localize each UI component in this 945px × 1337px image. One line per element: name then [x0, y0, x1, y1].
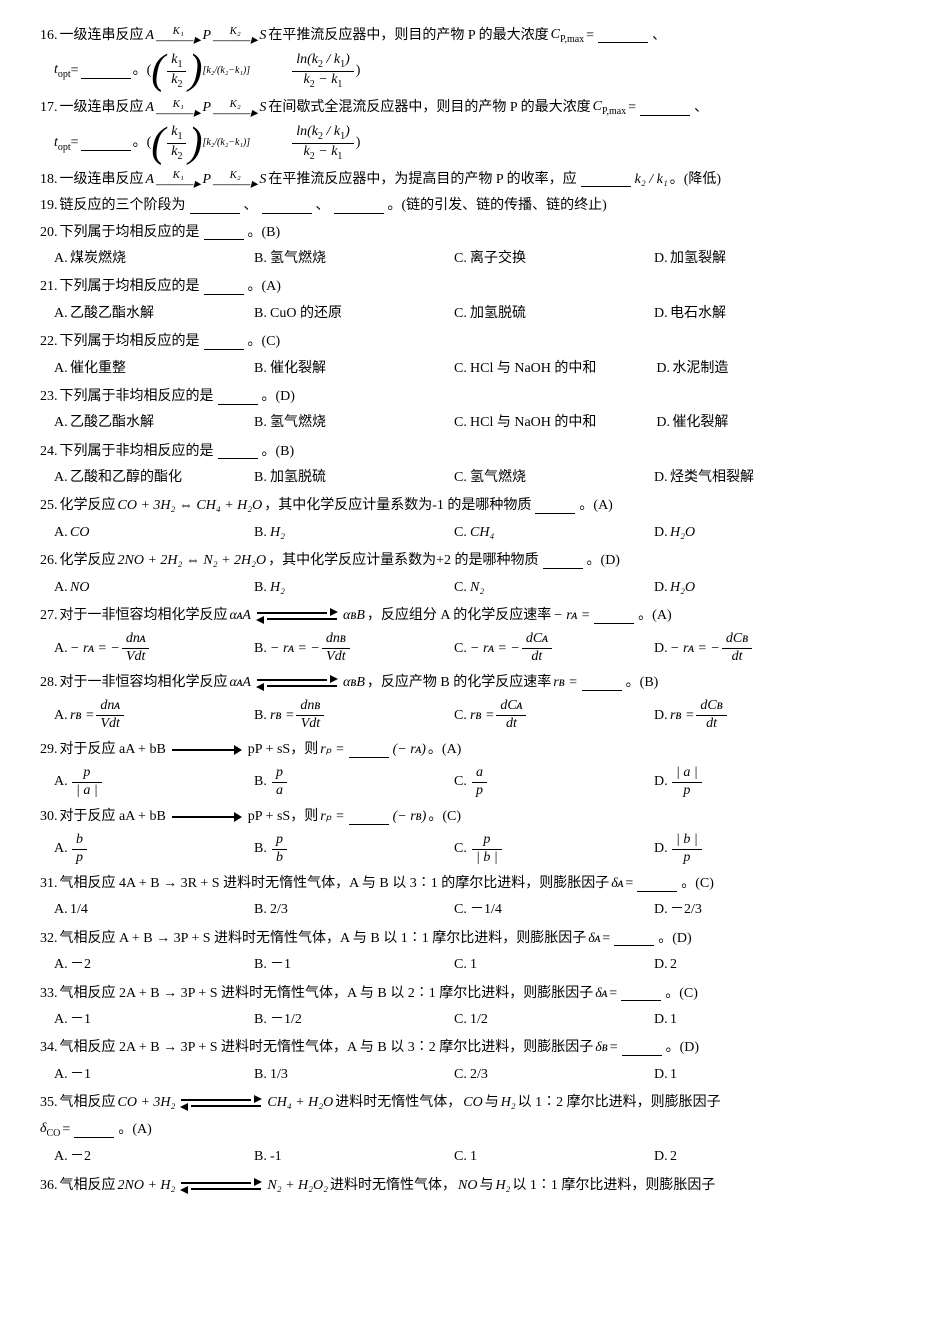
question-23: 23.下列属于非均相反应的是。(D) A.乙酸乙酯水解 B.氢气燃烧 C.HCl… — [40, 386, 945, 435]
q16-cpmax: CP,max — [551, 24, 585, 48]
question-19: 19.链反应的三个阶段为 、 、 。(链的引发、链的传播、链的终止) — [40, 195, 945, 217]
question-26: 26.化学反应 2NO + 2H₂ ⇔ N₂ + 2H₂O，其中化学反应计量系数… — [40, 550, 945, 599]
question-16: 16. 一级连串反应 A K₁———▸ P K₂———▸ S 在平推流反应器中，… — [40, 24, 945, 90]
question-18: 18. 一级连串反应 A K₁———▸ P K₂———▸ S 在平推流反应器中，… — [40, 169, 945, 191]
question-31: 31.气相反应 4A + B → 3R + S 进料时无惰性气体，A 与 B 以… — [40, 873, 945, 922]
question-22: 22.下列属于均相反应的是。(C) A.催化重整 B.催化裂解 C.HCl 与 … — [40, 331, 945, 380]
question-21: 21.下列属于均相反应的是。(A) A.乙酸乙酯水解 B.CuO 的还原 C.加… — [40, 276, 945, 325]
equilibrium-arrow — [257, 610, 337, 622]
question-35: 35.气相反应 CO + 3H₂ CH₄ + H₂O 进料时无惰性气体，CO 与… — [40, 1092, 945, 1169]
question-32: 32.气相反应 A + B → 3P + S 进料时无惰性气体，A 与 B 以 … — [40, 928, 945, 977]
q16-mid: 在平推流反应器中，则目的产物 P 的最大浓度 — [268, 25, 548, 47]
question-33: 33.气相反应 2A + B → 3P + S 进料时无惰性气体，A 与 B 以… — [40, 983, 945, 1032]
question-27: 27.对于一非恒容均相化学反应 αᴀA αʙB，反应组分 A 的化学反应速率 −… — [40, 605, 945, 666]
q16-num: 16. — [40, 25, 58, 47]
q16-reaction: A K₁———▸ P K₂———▸ S — [146, 25, 267, 47]
q16-pre: 一级连串反应 — [60, 25, 144, 47]
question-20: 20.下列属于均相反应的是。(B) A.煤炭燃烧 B.氢气燃烧 C.离子交换 D… — [40, 222, 945, 271]
arrow-icon — [172, 746, 242, 754]
blank — [81, 64, 131, 79]
question-17: 17. 一级连串反应 A K₁———▸ P K₂———▸ S 在间歇式全混流反应… — [40, 96, 945, 162]
question-30: 30.对于反应 aA + bB pP + sS，则 rₚ = (− rʙ)。(C… — [40, 806, 945, 867]
question-34: 34.气相反应 2A + B → 3P + S 进料时无惰性气体，A 与 B 以… — [40, 1037, 945, 1086]
question-36: 36.气相反应 2NO + H₂ N₂ + H₂O₂ 进料时无惰性气体，NO 与… — [40, 1175, 945, 1197]
question-29: 29.对于反应 aA + bB pP + sS，则 rₚ = (− rᴀ)。(A… — [40, 739, 945, 800]
question-28: 28.对于一非恒容均相化学反应 αᴀA αʙB，反应产物 B 的化学反应速率 r… — [40, 672, 945, 733]
question-25: 25.化学反应 CO + 3H₂ ⇔ CH₄ + H₂O，其中化学反应计量系数为… — [40, 495, 945, 544]
blank — [598, 28, 648, 43]
question-24: 24.下列属于非均相反应的是。(B) A.乙酸和乙醇的酯化 B.加氢脱硫 C.氢… — [40, 441, 945, 490]
